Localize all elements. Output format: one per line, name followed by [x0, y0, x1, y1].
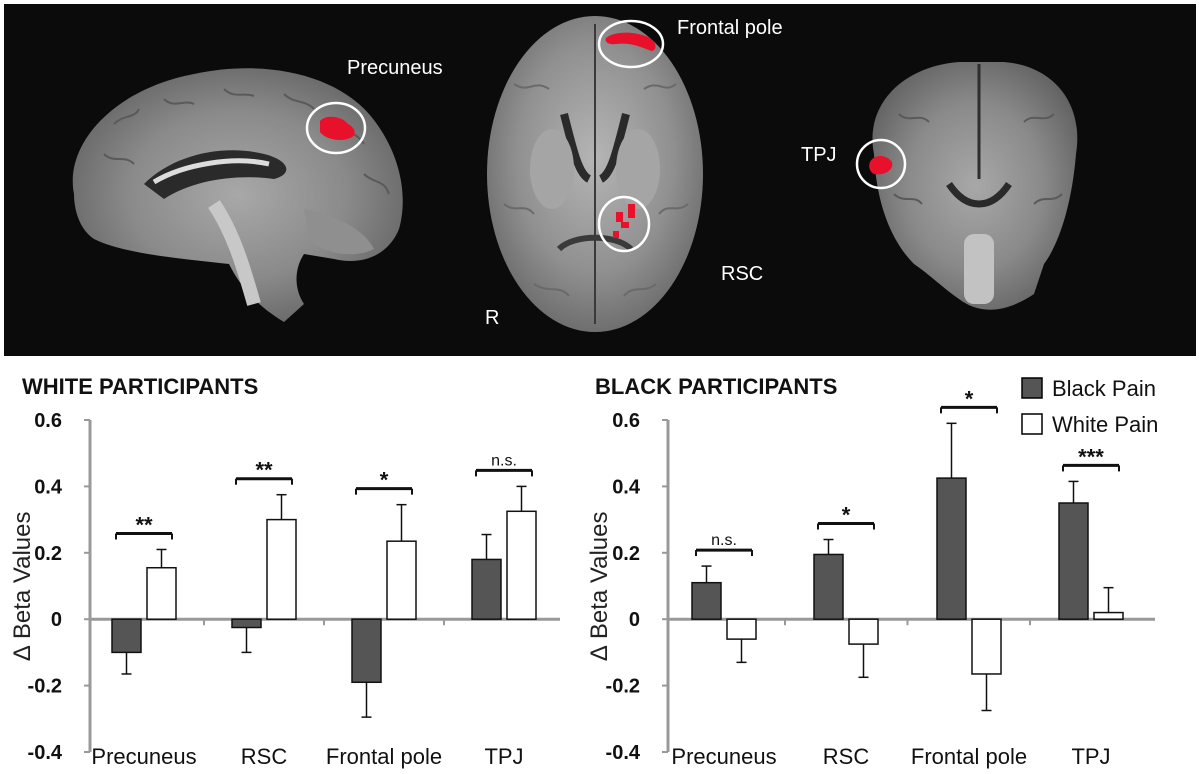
x-category-label: RSC: [241, 744, 288, 769]
y-tick-label: 0.6: [34, 410, 62, 432]
rsc-circle: [597, 195, 651, 253]
y-tick-label: -0.2: [606, 676, 640, 698]
tpj-circle: [855, 138, 907, 190]
bar-charts: WHITE PARTICIPANTS ∆ Beta Values 0.6 0.4 0.2…: [9, 374, 1158, 769]
chart-title: BLACK PARTICIPANTS: [595, 374, 837, 399]
significance-label: n.s.: [491, 452, 517, 469]
bar-white-pain: [506, 510, 537, 620]
legend-label-white-pain: White Pain: [1052, 412, 1158, 437]
bar-black-pain: [1058, 502, 1089, 620]
x-category-label: Precuneus: [91, 744, 196, 769]
significance-label: *: [965, 386, 974, 411]
legend-swatch-white-pain: [1021, 413, 1043, 435]
significance-label: *: [842, 503, 851, 528]
y-tick-label: 0.2: [34, 543, 62, 565]
bar-black-pain: [231, 618, 262, 629]
coronal-brain-image: [872, 62, 1078, 310]
label-rsc: RSC: [721, 263, 763, 285]
frontal-pole-circle: [597, 19, 665, 69]
significance-label: **: [255, 458, 273, 483]
bar-white-pain: [386, 540, 417, 620]
white-participants-chart: WHITE PARTICIPANTS ∆ Beta Values 0.6 0.4 0.2…: [9, 374, 560, 769]
y-tick-label: 0.4: [34, 476, 63, 498]
x-category-label: RSC: [823, 744, 870, 769]
significance-label: *: [380, 468, 389, 493]
activation-precuneus: [305, 101, 367, 155]
bar-black-pain: [351, 618, 382, 684]
y-tick-label: 0: [629, 609, 640, 631]
bar-white-pain: [848, 618, 879, 645]
label-precuneus: Precuneus: [347, 57, 443, 79]
y-tick-label: -0.4: [606, 742, 641, 764]
bar-white-pain: [971, 618, 1002, 675]
chart-title: WHITE PARTICIPANTS: [22, 374, 258, 399]
precuneus-circle: [305, 101, 367, 155]
bar-black-pain: [936, 477, 967, 620]
x-category-label: Precuneus: [671, 744, 776, 769]
brain-scan-panel: Precuneus Frontal pole TPJ RSC R: [4, 4, 1196, 356]
y-tick-label: -0.2: [28, 676, 62, 698]
activation-rsc: [597, 195, 651, 253]
y-tick-label: 0: [51, 609, 62, 631]
label-tpj: TPJ: [801, 144, 837, 166]
bar-black-pain: [813, 553, 844, 620]
bar-white-pain: [266, 518, 297, 620]
black-participants-chart: BLACK PARTICIPANTS ∆ Beta Values 0.6 0.4 0.2…: [586, 374, 1155, 769]
significance-label: ***: [1078, 444, 1104, 469]
x-category-label: Frontal pole: [326, 744, 442, 769]
bar-white-pain: [1093, 611, 1124, 620]
axial-brain-image: [487, 16, 703, 332]
bar-black-pain: [471, 558, 502, 620]
label-frontal-pole: Frontal pole: [677, 17, 783, 39]
bar-white-pain: [146, 566, 177, 620]
x-category-label: Frontal pole: [911, 744, 1027, 769]
activation-tpj: [855, 138, 907, 190]
y-tick-label: -0.4: [28, 742, 63, 764]
y-axis-label: ∆ Beta Values: [586, 512, 613, 661]
x-category-label: TPJ: [484, 744, 523, 769]
y-axis-label: ∆ Beta Values: [9, 512, 36, 661]
y-tick-label: 0.6: [612, 410, 640, 432]
x-category-label: TPJ: [1071, 744, 1110, 769]
significance-label: n.s.: [711, 532, 737, 549]
activation-frontal-pole: [597, 19, 665, 69]
label-r: R: [485, 307, 499, 329]
legend-label-black-pain: Black Pain: [1052, 376, 1156, 401]
y-tick-label: 0.2: [612, 543, 640, 565]
legend: Black Pain White Pain: [1021, 376, 1158, 437]
significance-label: **: [135, 512, 153, 537]
legend-swatch-black-pain: [1021, 377, 1043, 399]
bar-black-pain: [691, 581, 722, 620]
bar-white-pain: [726, 618, 757, 640]
bar-black-pain: [111, 618, 142, 654]
y-tick-label: 0.4: [612, 476, 641, 498]
